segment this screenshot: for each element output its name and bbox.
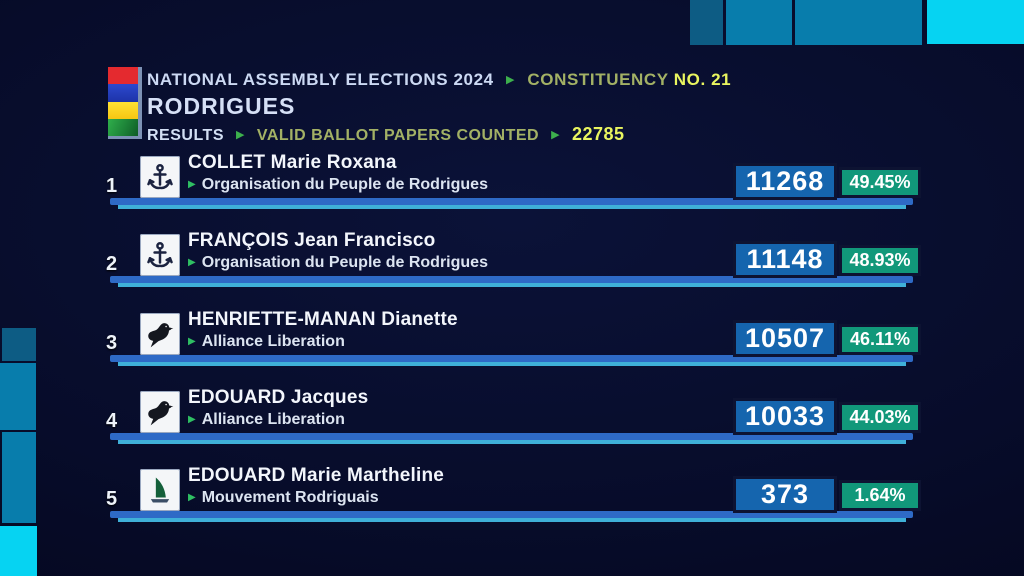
arrow-icon: ▶ bbox=[506, 74, 516, 86]
candidate-row-3: 3 HENRIETTE-MANAN Dianette ▶ Alliance Lib… bbox=[104, 307, 924, 385]
valid-ballots-count: 22785 bbox=[571, 124, 625, 144]
votes-value: 11268 bbox=[733, 163, 837, 200]
anchor-icon bbox=[140, 234, 180, 277]
candidate-name: EDOUARD Jacques bbox=[188, 386, 369, 408]
rank-number: 3 bbox=[106, 331, 118, 354]
rank-number: 4 bbox=[106, 409, 118, 432]
votes-value: 10033 bbox=[733, 397, 837, 435]
row-underline-blue bbox=[110, 354, 913, 362]
top-right-deco-bar-1 bbox=[690, 0, 723, 45]
party-line: ▶ Mouvement Rodriguais bbox=[188, 489, 444, 507]
percent-value: 48.93% bbox=[839, 245, 921, 277]
candidate-name: COLLET Marie Roxana bbox=[188, 152, 397, 173]
row-underline-blue bbox=[110, 276, 913, 284]
bottom-left-deco-bar-2 bbox=[0, 363, 36, 430]
votes-value: 11148 bbox=[733, 241, 837, 279]
bird-icon bbox=[140, 312, 180, 355]
candidate-info: FRANÇOIS Jean Francisco ▶ Organisation du… bbox=[188, 230, 488, 272]
bottom-left-deco-bar-cyan bbox=[0, 526, 37, 576]
flag-stripe-blue bbox=[108, 84, 138, 102]
candidate-row-2: 2 FRANÇOIS Jean Francisco ▶ Organisation … bbox=[104, 228, 924, 306]
results-list: 1 COLLET Marie Roxana ▶ Organisation du P… bbox=[104, 150, 924, 541]
party-name: Organisation du Peuple de Rodrigues bbox=[201, 176, 488, 193]
row-underline-cyan bbox=[118, 361, 906, 366]
flag-stripe-red bbox=[108, 67, 138, 85]
party-line: ▶ Organisation du Peuple de Rodrigues bbox=[188, 176, 488, 194]
header-line-3: RESULTS ▶ VALID BALLOT PAPERS COUNTED ▶ … bbox=[147, 124, 731, 145]
top-right-deco-bar-3 bbox=[795, 0, 922, 45]
constituency-label: CONSTITUENCY bbox=[527, 70, 669, 89]
mauritius-flag-stripes bbox=[108, 67, 138, 136]
bird-icon bbox=[140, 390, 180, 433]
party-line: ▶ Organisation du Peuple de Rodrigues bbox=[188, 254, 488, 272]
votes-value: 373 bbox=[733, 476, 837, 514]
candidate-info: EDOUARD Marie Martheline ▶ Mouvement Rodr… bbox=[188, 465, 444, 507]
flag-stripe-yellow bbox=[108, 101, 138, 119]
votes-value: 10507 bbox=[733, 319, 837, 357]
rank-number: 2 bbox=[106, 253, 118, 276]
row-underline-cyan bbox=[118, 205, 906, 209]
constituency-region-title: RODRIGUES bbox=[147, 93, 296, 119]
arrow-icon: ▶ bbox=[235, 129, 245, 141]
row-underline-blue bbox=[110, 511, 913, 519]
percent-value: 1.64% bbox=[839, 480, 921, 512]
flag-stripe-green bbox=[108, 118, 138, 136]
row-underline-cyan bbox=[118, 439, 906, 444]
party-name: Mouvement Rodriguais bbox=[201, 489, 379, 507]
candidate-row-5: 5 EDOUARD Marie Martheline ▶ Mouvement Ro… bbox=[104, 463, 924, 541]
arrow-icon: ▶ bbox=[188, 257, 196, 269]
candidate-row-1: 1 COLLET Marie Roxana ▶ Organisation du P… bbox=[104, 150, 924, 228]
candidate-info: HENRIETTE-MANAN Dianette ▶ Alliance Liber… bbox=[188, 309, 458, 351]
anchor-icon bbox=[140, 156, 180, 198]
row-underline-blue bbox=[110, 432, 913, 440]
candidate-row-4: 4 EDOUARD Jacques ▶ Alliance Liberation 1… bbox=[104, 385, 924, 463]
top-right-deco-bar-cyan bbox=[927, 0, 1024, 44]
party-name: Organisation du Peuple de Rodrigues bbox=[201, 254, 488, 272]
percent-value: 49.45% bbox=[839, 167, 921, 198]
arrow-icon: ▶ bbox=[188, 413, 196, 425]
constituency-number: NO. 21 bbox=[673, 70, 732, 89]
candidate-info: COLLET Marie Roxana ▶ Organisation du Peu… bbox=[188, 152, 488, 194]
row-underline-blue bbox=[110, 198, 913, 205]
arrow-icon: ▶ bbox=[551, 129, 561, 141]
row-underline-cyan bbox=[118, 518, 906, 523]
bottom-left-deco-bar-3 bbox=[2, 432, 36, 523]
arrow-icon: ▶ bbox=[188, 179, 196, 190]
sailboat-icon bbox=[140, 469, 180, 512]
party-line: ▶ Alliance Liberation bbox=[188, 411, 368, 429]
top-right-deco-bar-2 bbox=[726, 0, 792, 45]
candidate-info: EDOUARD Jacques ▶ Alliance Liberation bbox=[188, 387, 368, 429]
percent-value: 46.11% bbox=[839, 323, 921, 355]
party-name: Alliance Liberation bbox=[201, 410, 345, 428]
mauritius-flag-icon bbox=[108, 67, 142, 139]
rank-number: 5 bbox=[106, 488, 118, 511]
header: NATIONAL ASSEMBLY ELECTIONS 2024 ▶ CONST… bbox=[147, 70, 731, 145]
row-underline-cyan bbox=[118, 283, 906, 288]
arrow-icon: ▶ bbox=[188, 335, 196, 347]
elections-title: NATIONAL ASSEMBLY ELECTIONS 2024 bbox=[147, 70, 494, 89]
candidate-name: FRANÇOIS Jean Francisco bbox=[188, 230, 436, 252]
rank-number: 1 bbox=[106, 175, 118, 197]
candidate-name: EDOUARD Marie Martheline bbox=[188, 465, 445, 487]
party-line: ▶ Alliance Liberation bbox=[188, 333, 458, 351]
results-label: RESULTS bbox=[147, 127, 224, 144]
party-name: Alliance Liberation bbox=[201, 332, 345, 350]
percent-value: 44.03% bbox=[839, 401, 921, 433]
bottom-left-deco-bar-1 bbox=[2, 328, 36, 361]
arrow-icon: ▶ bbox=[188, 492, 196, 504]
header-line-1: NATIONAL ASSEMBLY ELECTIONS 2024 ▶ CONST… bbox=[147, 70, 731, 90]
valid-ballots-label: VALID BALLOT PAPERS COUNTED bbox=[256, 127, 540, 144]
candidate-name: HENRIETTE-MANAN Dianette bbox=[188, 308, 458, 330]
